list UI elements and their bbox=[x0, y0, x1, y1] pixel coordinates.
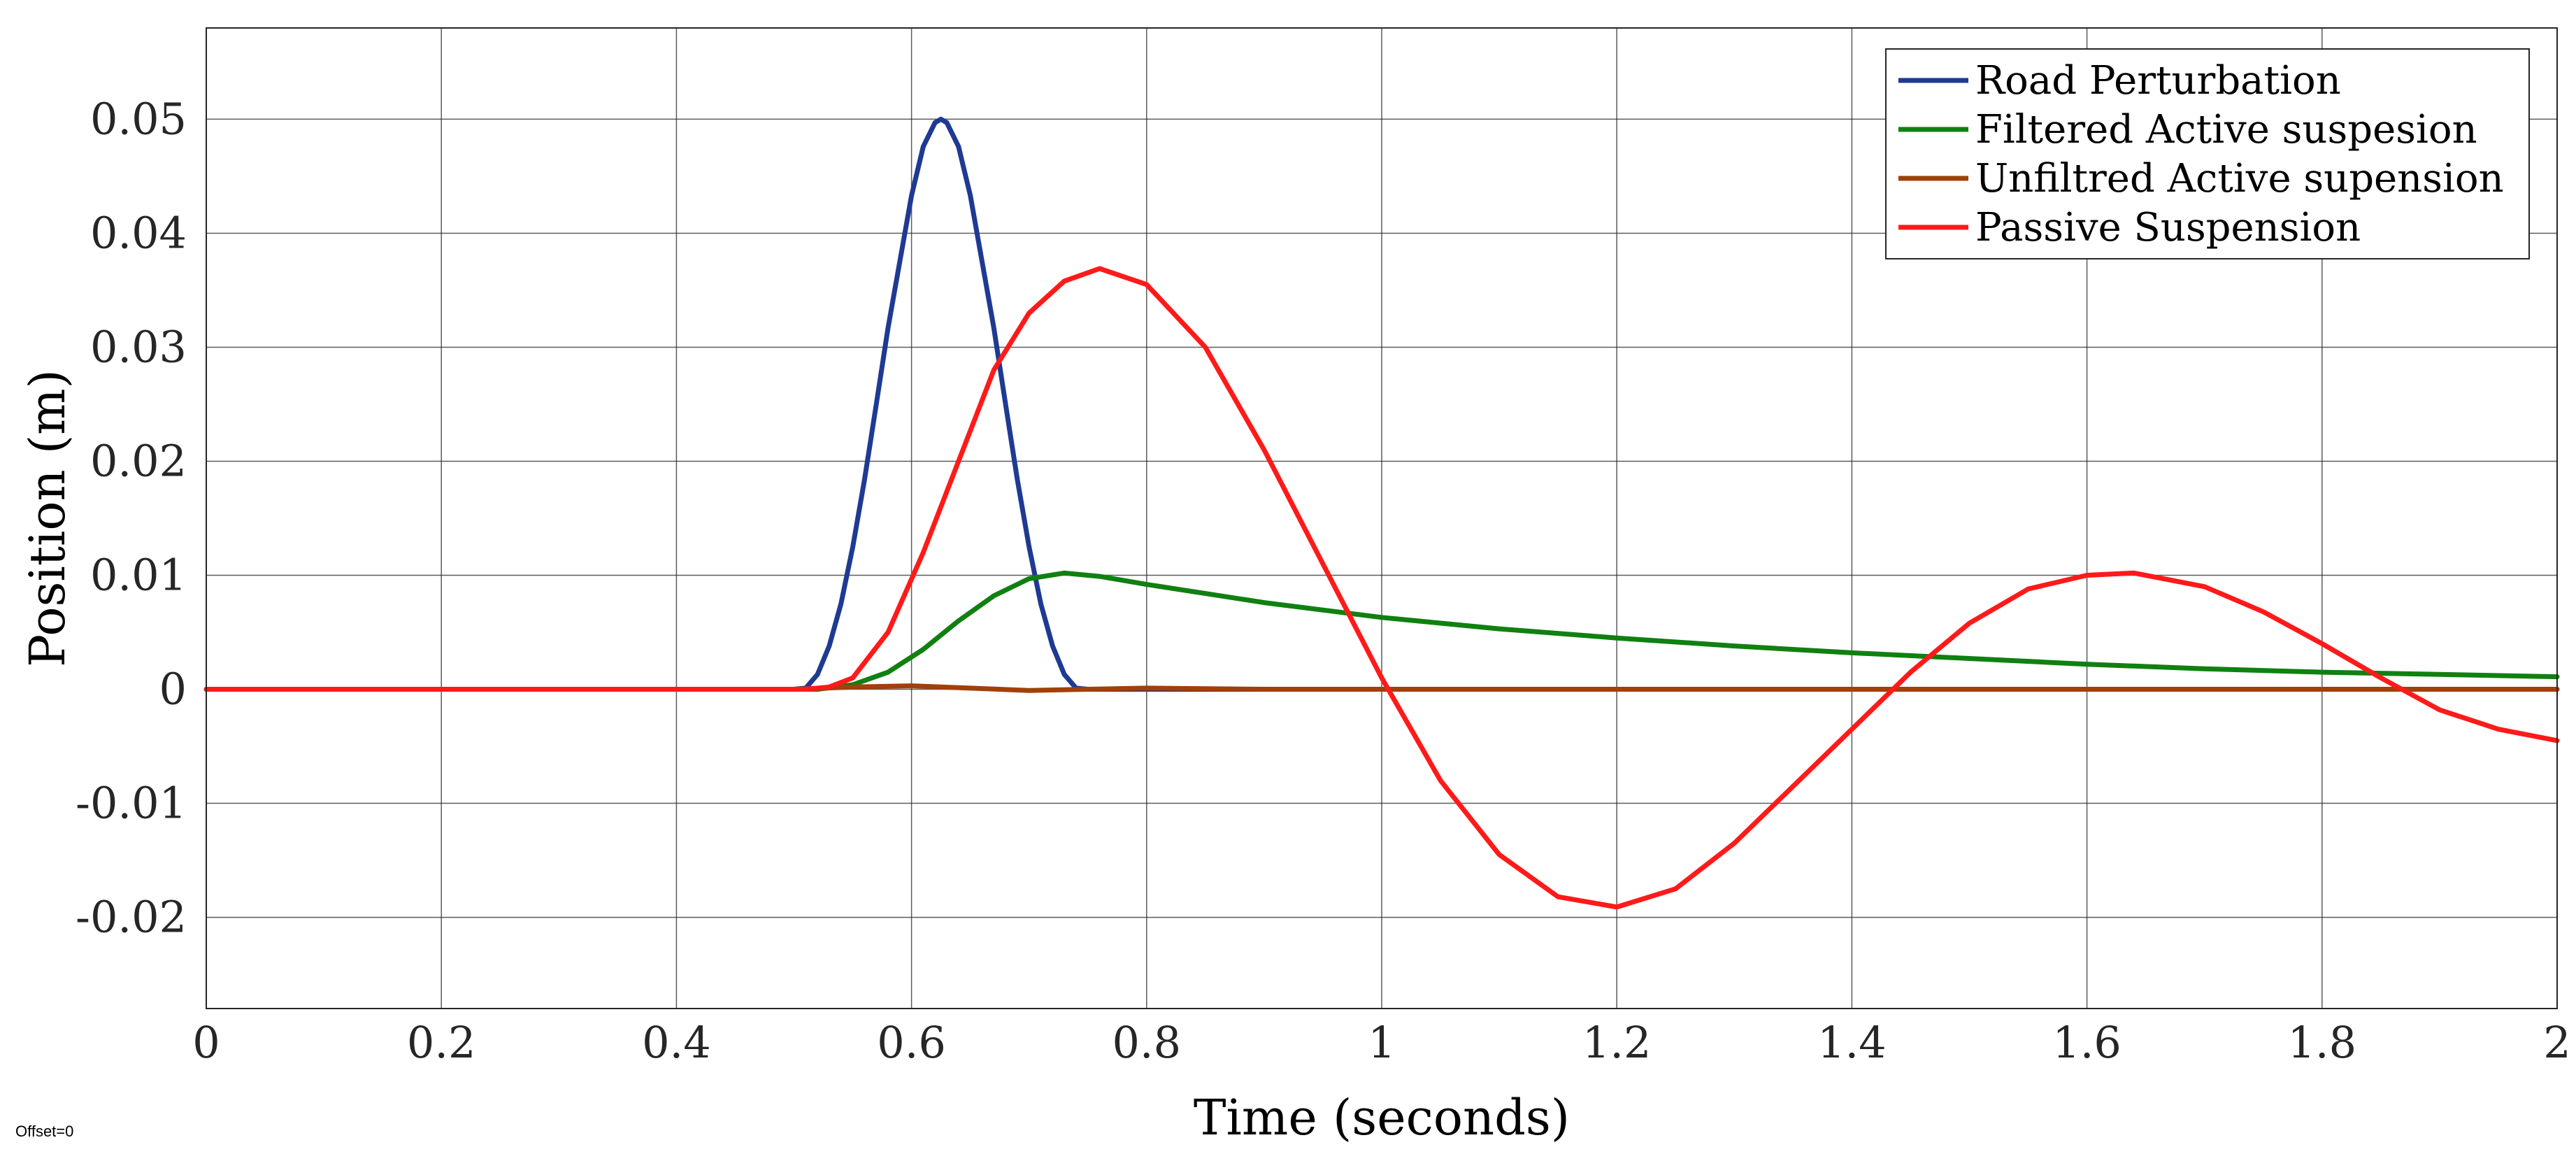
y-axis: -0.02 -0.01 0 0.01 0.02 0.03 0.04 0.05 bbox=[76, 93, 187, 942]
legend-box bbox=[1885, 48, 2530, 259]
x-tick-label: 1.8 bbox=[2287, 1017, 2356, 1068]
x-tick-label: 1 bbox=[1368, 1017, 1395, 1068]
legend-entry: Filtered Active suspesion bbox=[1975, 107, 2477, 152]
y-tick-label: -0.01 bbox=[76, 778, 187, 829]
x-tick-label: 0 bbox=[192, 1017, 220, 1068]
y-tick-label: 0 bbox=[159, 664, 187, 715]
x-axis-title: Time (seconds) bbox=[1194, 1089, 1570, 1146]
x-tick-label: 2 bbox=[2543, 1017, 2570, 1068]
y-tick-label: -0.02 bbox=[76, 892, 187, 943]
series-line-4 bbox=[203, 266, 2560, 910]
legend-entry: Passive Suspension bbox=[1975, 205, 2361, 250]
x-axis: 0 0.2 0.4 0.6 0.8 1 1.2 1.4 1.6 1.8 2 bbox=[192, 1017, 2570, 1068]
y-axis-title: Position (m) bbox=[19, 369, 76, 667]
y-tick-label: 0.02 bbox=[90, 435, 187, 486]
x-tick-label: 0.8 bbox=[1112, 1017, 1181, 1068]
x-tick-label: 0.4 bbox=[642, 1017, 711, 1068]
x-tick-label: 1.4 bbox=[1817, 1017, 1887, 1068]
legend-entry: Unfiltred Active supension bbox=[1975, 156, 2504, 201]
x-tick-label: 0.2 bbox=[407, 1017, 476, 1068]
series-line-2 bbox=[203, 570, 2560, 692]
y-tick-label: 0.04 bbox=[90, 207, 187, 258]
x-tick-label: 1.2 bbox=[1582, 1017, 1652, 1068]
y-tick-label: 0.03 bbox=[90, 321, 187, 372]
y-tick-label: 0.05 bbox=[90, 93, 187, 144]
plot-frame bbox=[206, 27, 2558, 1009]
x-tick-label: 0.6 bbox=[877, 1017, 946, 1068]
offset-label: Offset=0 bbox=[15, 1123, 73, 1140]
series-line-1 bbox=[203, 116, 2560, 692]
series-layer bbox=[203, 116, 2560, 910]
legend-entry: Road Perturbation bbox=[1975, 58, 2341, 104]
y-tick-label: 0.01 bbox=[90, 550, 187, 601]
x-tick-label: 1.6 bbox=[2052, 1017, 2121, 1068]
